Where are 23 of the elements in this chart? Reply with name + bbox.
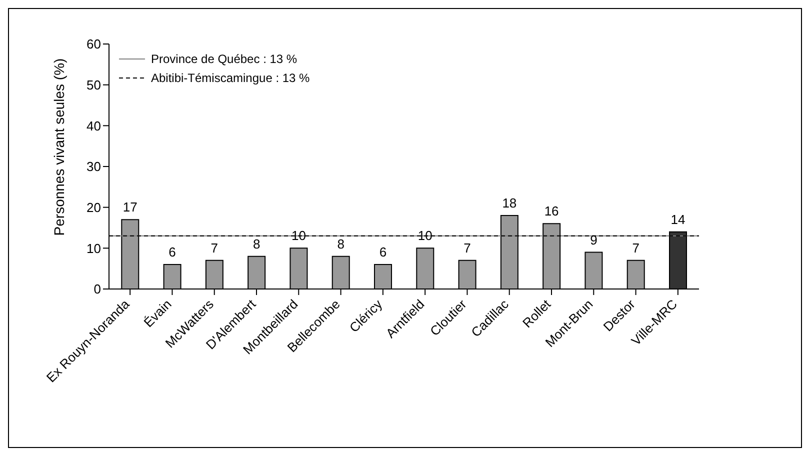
y-tick-label: 40 [86,118,101,134]
y-tick-label: 30 [86,159,101,174]
data-label: 8 [252,236,260,252]
data-label: 6 [168,244,176,260]
data-label: 10 [418,228,432,244]
data-label: 14 [670,212,686,227]
legend-label: Abitibi-Témiscamingue : 13 % [151,70,310,84]
data-label: 8 [337,236,344,252]
data-label: 7 [464,240,471,256]
data-label: 16 [544,204,559,219]
y-tick-label: 50 [86,77,101,92]
data-label: 17 [122,200,138,215]
data-label: 10 [291,228,306,244]
data-label: 7 [632,240,640,256]
y-tick-label: 10 [86,240,101,256]
y-axis-title: Personnes vivant seules (%) [51,57,67,238]
legend-label: Province de Québec : 13 % [151,52,298,66]
y-tick-label: 0 [94,282,101,297]
data-label: 18 [502,196,517,210]
y-tick-label: 20 [86,200,101,215]
data-label: 7 [210,240,218,256]
data-label: 6 [379,244,387,260]
y-tick-label: 60 [86,36,101,52]
